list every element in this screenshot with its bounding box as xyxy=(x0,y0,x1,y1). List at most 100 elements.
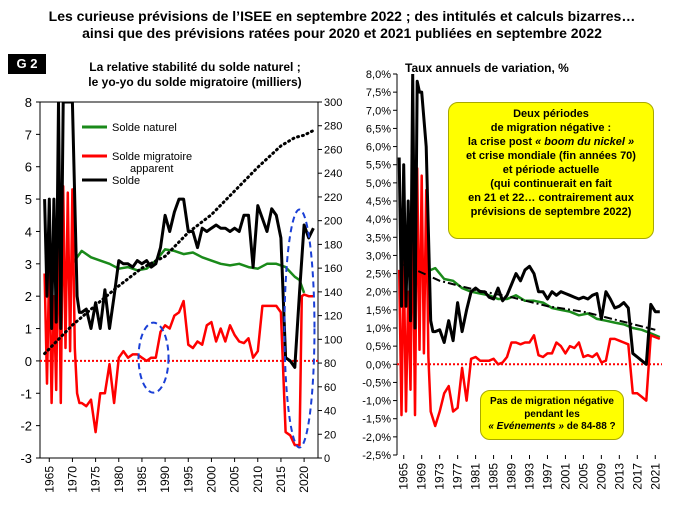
right-series-group xyxy=(397,74,661,428)
callout1-line: (qui continuerait en fait xyxy=(490,178,612,190)
left-y2-tick-label: 260 xyxy=(324,144,342,156)
right-x-tick-label: 2021 xyxy=(648,463,662,490)
right-chart-subtitle: Taux annuels de variation, % xyxy=(405,61,569,75)
right-y-tick-label: 8,0% xyxy=(366,69,391,81)
right-y-tick-label: -2,5% xyxy=(362,450,391,462)
right-y-tick-label: 5,5% xyxy=(366,160,391,172)
left-y-tick-label: 8 xyxy=(25,95,32,110)
page-title-line-1: Les curieuse prévisions de l’ISEE en sep… xyxy=(48,8,636,24)
right-y-tick-label: 1,5% xyxy=(366,305,391,317)
right-y-tick-label: -0,5% xyxy=(362,377,391,389)
left-y2-tick-label: 40 xyxy=(324,406,336,418)
left-y2-tick-label: 140 xyxy=(324,287,342,299)
callout2-line: « Evénements » de 84-88 ? xyxy=(484,421,620,434)
right-y-tick-label: 4,5% xyxy=(366,196,391,208)
right-x-tick-label: 2009 xyxy=(594,463,608,490)
left-y2-tick-label: 0 xyxy=(324,453,330,465)
left-x-tick-label: 1975 xyxy=(89,466,103,493)
right-x-tick-label: 2013 xyxy=(612,463,626,490)
right-series-line xyxy=(403,263,656,331)
right-x-tick-label: 1973 xyxy=(433,463,447,490)
left-subtitle-line-2: le yo-yo du solde migratoire (milliers) xyxy=(88,75,302,89)
callout1-line: Deux périodes xyxy=(513,108,589,120)
legend-label-total: Solde xyxy=(112,175,140,187)
right-y-tick-label: 5,0% xyxy=(366,178,391,190)
left-chart-subtitle: La relative stabilité du solde naturel ;… xyxy=(70,60,320,90)
callout1-line: en 21 et 22… contrairement aux xyxy=(468,192,634,204)
right-y-tick-label: -2,0% xyxy=(362,432,391,444)
right-x-tick-label: 1993 xyxy=(523,463,537,490)
right-y-tick-label: 3,5% xyxy=(366,232,391,244)
right-x-tick-label: 1981 xyxy=(469,463,483,490)
callout1-text-italic: « boom du nickel » xyxy=(535,136,635,148)
callout1-line: la crise post « boom du nickel » xyxy=(453,135,649,149)
callout2-text-italic: « Evénements » xyxy=(488,421,564,432)
right-y-tick-label: 7,0% xyxy=(366,105,391,117)
left-y2-tick-label: 160 xyxy=(324,263,342,275)
right-y-tick-label: 4,0% xyxy=(366,214,391,226)
right-series-line xyxy=(397,167,661,428)
left-x-tick-label: 1970 xyxy=(65,466,79,493)
right-x-tick-label: 2005 xyxy=(576,463,590,490)
annotation-evenements: Pas de migration négative pendant les « … xyxy=(480,390,624,440)
right-x-tick-label: 1997 xyxy=(540,463,554,490)
left-x-tick-label: 2010 xyxy=(251,466,265,493)
left-subtitle-line-1: La relative stabilité du solde naturel ; xyxy=(89,60,301,74)
left-y-tick-label: 5 xyxy=(25,192,32,207)
right-x-tick-label: 2001 xyxy=(558,463,572,490)
left-x-tick-label: 1965 xyxy=(42,466,56,493)
right-series-line xyxy=(397,74,660,366)
left-y-tick-label: -3 xyxy=(20,451,32,466)
callout1-line: prévisions de septembre 2022) xyxy=(470,206,632,218)
left-y-tick-label: -1 xyxy=(20,386,32,401)
right-x-tick-label: 1977 xyxy=(451,463,465,490)
left-y-tick-label: 4 xyxy=(25,224,32,239)
right-y-tick-label: 6,0% xyxy=(366,142,391,154)
right-y-tick-label: 0,0% xyxy=(366,359,391,371)
callout1-line: et période actuelle xyxy=(502,164,600,176)
left-x-tick-label: 1985 xyxy=(135,466,149,493)
left-y-tick-label: 2 xyxy=(25,289,32,304)
left-x-tick-label: 2005 xyxy=(228,466,242,493)
left-x-tick-label: 1990 xyxy=(158,466,172,493)
right-y-tick-label: 2,0% xyxy=(366,287,391,299)
annotation-negative-migration: Deux périodes de migration négative : la… xyxy=(448,102,654,239)
left-x-tick-label: 2020 xyxy=(297,466,311,493)
callout1-line: de migration négative : xyxy=(490,122,612,134)
right-x-tick-label: 2017 xyxy=(630,463,644,490)
right-x-tick-label: 1985 xyxy=(487,463,501,490)
left-y-tick-label: 3 xyxy=(25,257,32,272)
right-y-tick-label: 7,5% xyxy=(366,87,391,99)
left-y2-tick-label: 100 xyxy=(324,334,342,346)
legend-label-natural: Solde naturel xyxy=(112,122,177,134)
ellipse-highlight-84-88 xyxy=(137,321,170,394)
left-x-tick-label: 2015 xyxy=(274,466,288,493)
right-y-tick-label: -1,0% xyxy=(362,396,391,408)
right-y-tick-label: 2,5% xyxy=(366,269,391,281)
left-y-tick-label: 0 xyxy=(25,354,32,369)
left-y-tick-label: 7 xyxy=(25,127,32,142)
ellipse-highlight-recent xyxy=(283,208,316,449)
left-y2-tick-label: 80 xyxy=(324,358,336,370)
left-x-tick-label: 1980 xyxy=(112,466,126,493)
left-y-tick-label: 1 xyxy=(25,322,32,337)
right-y-tick-label: 3,0% xyxy=(366,250,391,262)
callout1-text: la crise post xyxy=(467,136,536,148)
legend-label-migration-2: apparent xyxy=(130,163,173,175)
left-series-line xyxy=(43,248,306,294)
callout2-text: de 84-88 ? xyxy=(563,421,616,432)
left-series-line xyxy=(43,102,315,369)
left-y-tick-label: 6 xyxy=(25,160,32,175)
left-y2-tick-label: 20 xyxy=(324,429,336,441)
left-y2-tick-label: 220 xyxy=(324,192,342,204)
right-x-tick-label: 1969 xyxy=(415,463,429,490)
left-y2-tick-label: 240 xyxy=(324,168,342,180)
page-title-line-2: ainsi que des prévisions ratées pour 202… xyxy=(82,25,602,41)
callout1-line: et crise mondiale (fin années 70) xyxy=(466,150,636,162)
left-y2-tick-label: 120 xyxy=(324,311,342,323)
right-y-tick-label: 1,0% xyxy=(366,323,391,335)
left-y2-tick-label: 180 xyxy=(324,239,342,251)
left-y2-tick-label: 200 xyxy=(324,216,342,228)
left-y-tick-label: -2 xyxy=(20,419,32,434)
right-y-tick-label: 6,5% xyxy=(366,123,391,135)
